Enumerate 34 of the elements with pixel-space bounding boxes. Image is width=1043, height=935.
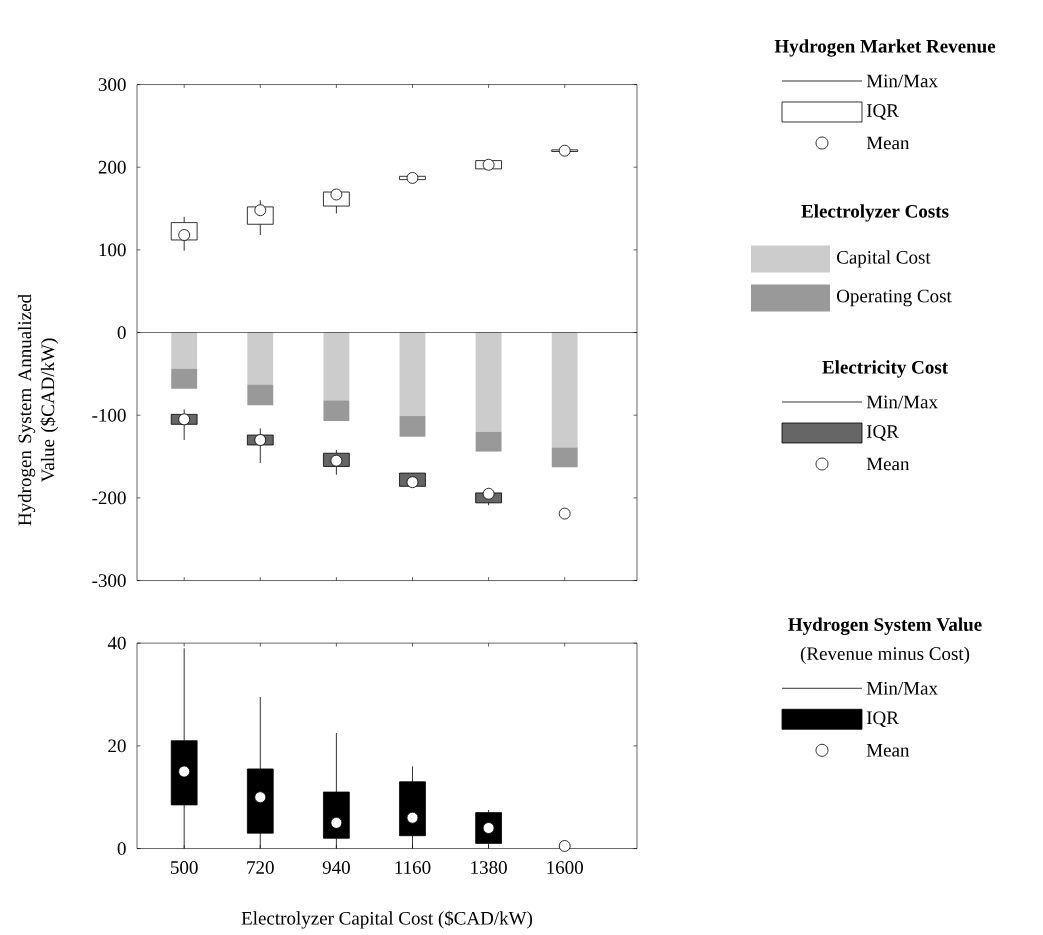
x-axis-title: Electrolyzer Capital Cost ($CAD/kW): [241, 910, 533, 929]
text: IQR: [866, 711, 899, 728]
text: Mean: [866, 744, 910, 757]
y-tick-label: -300: [92, 574, 126, 587]
legend-label: Operating Cost: [836, 289, 952, 307]
text: Min/Max: [866, 74, 938, 88]
text: Mean: [866, 136, 910, 150]
text: IQR: [866, 104, 899, 120]
y-axis-title: Hydrogen System Annualized Value ($CAD/kW): [17, 294, 59, 526]
x-tick-label: 1380: [471, 861, 507, 874]
text: IQR: [866, 425, 899, 441]
x-tick-label: 500: [171, 861, 198, 874]
y-tick-label: -200: [92, 491, 126, 505]
text: Min/Max: [866, 681, 938, 695]
y-tick-label: 40: [107, 636, 126, 650]
legend-label: Capital Cost: [836, 250, 931, 268]
legend-title: Electrolyzer Costs: [801, 204, 949, 222]
text: Hydrogen Market Revenue: [774, 39, 996, 57]
x-tick-label: 720: [247, 861, 274, 874]
x-tick-label: 1600: [547, 861, 583, 874]
y-tick-label: 200: [98, 160, 126, 174]
text: Hydrogen System Value: [788, 617, 982, 635]
y-tick-label: 100: [99, 243, 126, 257]
x-tick-label: 1160: [395, 861, 431, 874]
text: (Revenue minus Cost): [800, 646, 970, 664]
x-tick-label: 940: [322, 861, 350, 874]
y-tick-label: 0: [117, 326, 126, 339]
y-tick-label: 20: [108, 739, 126, 753]
y-tick-label: 300: [98, 78, 126, 91]
text: Min/Max: [866, 395, 938, 409]
text: Electricity Cost: [822, 360, 948, 378]
text: Mean: [866, 457, 910, 471]
y-tick-label: 0: [117, 842, 126, 855]
y-tick-label: -100: [92, 408, 126, 422]
